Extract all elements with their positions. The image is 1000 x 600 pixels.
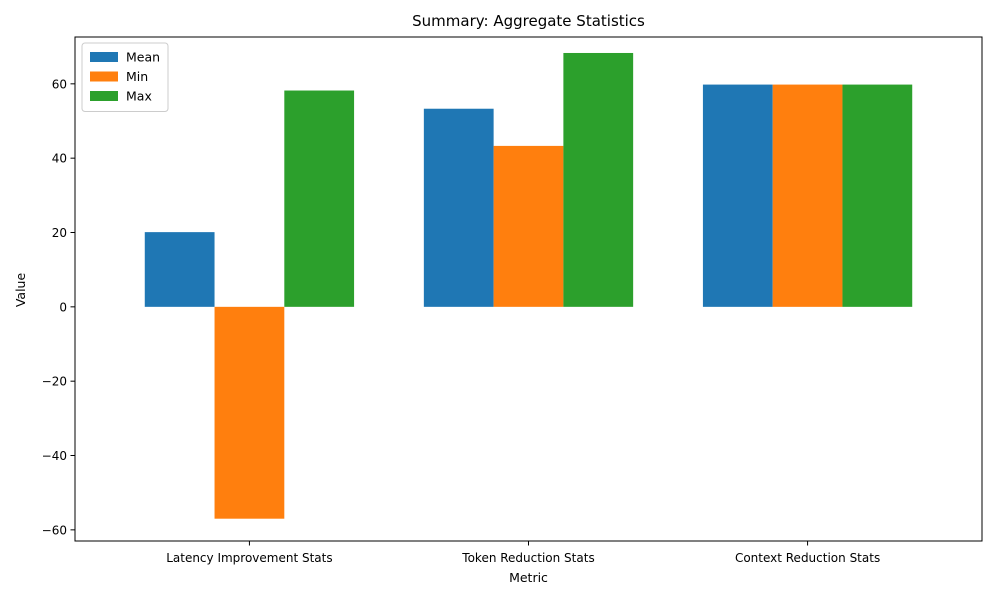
legend-swatch-max: [90, 91, 118, 101]
bar-max-2: [842, 84, 913, 307]
bar-min-0: [214, 306, 285, 519]
y-tick-label: −40: [42, 449, 67, 463]
x-ticks-group: Latency Improvement Stats Token Reduction…: [166, 541, 880, 565]
y-ticks-group: −60 −40 −20 0 20 40 60: [42, 77, 75, 537]
y-tick-label: 60: [52, 77, 67, 91]
legend-swatch-min: [90, 71, 118, 82]
bars-group: [144, 52, 913, 519]
bar-min-1: [493, 145, 564, 307]
legend: Mean Min Max: [81, 42, 169, 112]
y-tick-label: 20: [52, 226, 67, 240]
x-tick-label: Latency Improvement Stats: [166, 551, 332, 565]
chart-title: Summary: Aggregate Statistics: [412, 12, 645, 30]
legend-label-max: Max: [126, 89, 152, 104]
y-tick-label: −20: [42, 375, 67, 389]
x-tick-label: Context Reduction Stats: [735, 551, 880, 565]
bar-max-1: [563, 52, 634, 307]
y-tick-label: −60: [42, 523, 67, 537]
x-tick-label: Token Reduction Stats: [461, 551, 594, 565]
legend-label-min: Min: [126, 69, 148, 84]
bar-min-2: [772, 84, 843, 307]
y-tick-label: 40: [52, 152, 67, 166]
bar-mean-0: [144, 232, 215, 307]
y-tick-label: 0: [59, 300, 67, 314]
bar-mean-2: [702, 84, 773, 307]
plot-frame: [74, 36, 983, 542]
x-axis-label: Metric: [509, 570, 548, 585]
bar-mean-1: [423, 108, 494, 307]
y-axis-label: Value: [13, 273, 28, 308]
bar-max-0: [284, 90, 355, 307]
legend-label-mean: Mean: [126, 50, 160, 65]
legend-swatch-mean: [90, 52, 118, 62]
